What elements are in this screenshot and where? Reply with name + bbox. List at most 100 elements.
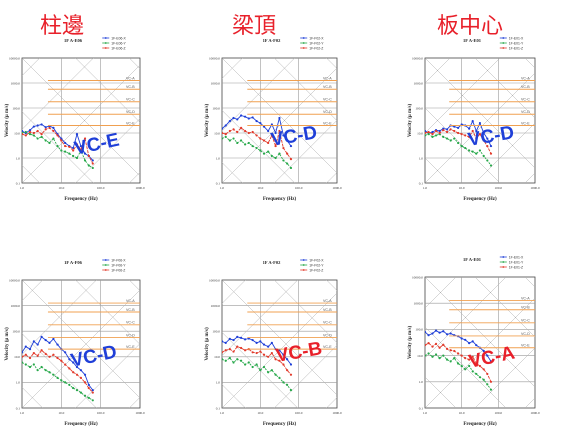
data-point xyxy=(224,133,227,136)
data-point xyxy=(236,118,239,121)
data-point xyxy=(40,135,43,138)
data-point xyxy=(251,365,254,369)
x-tick-label: 100.0 xyxy=(295,186,303,190)
criteria-label: VC-A xyxy=(126,299,135,303)
data-point xyxy=(286,152,289,155)
y-tick-label: 100.0 xyxy=(415,106,423,110)
x-tick-label: 100.0 xyxy=(295,411,303,415)
data-point xyxy=(32,125,35,128)
legend-label: 1F-E01-X xyxy=(509,255,524,259)
data-point xyxy=(79,369,83,372)
legend-label: 1F-F06-Y xyxy=(111,263,126,267)
data-point xyxy=(228,347,231,351)
data-point xyxy=(259,149,262,152)
grid-diagonal xyxy=(22,111,94,183)
data-point xyxy=(475,129,478,133)
data-point xyxy=(468,127,471,130)
data-point xyxy=(236,130,239,134)
data-point xyxy=(243,143,247,146)
grid-diagonal xyxy=(425,376,457,408)
legend-marker xyxy=(104,42,107,44)
data-point xyxy=(40,335,43,338)
data-point xyxy=(442,127,445,130)
data-point xyxy=(232,338,235,342)
data-point xyxy=(449,139,452,142)
data-point xyxy=(278,129,281,133)
plot-grid xyxy=(222,58,337,183)
x-tick-label: 10.0 xyxy=(58,186,64,190)
data-point xyxy=(464,357,467,360)
y-tick-label: 1.0 xyxy=(16,381,21,385)
data-point xyxy=(482,368,485,371)
data-point xyxy=(236,345,239,348)
legend-label: 1F-F06-Z xyxy=(111,268,125,272)
data-point xyxy=(438,331,441,334)
y-tick-label: 100.0 xyxy=(12,106,20,110)
data-point xyxy=(232,137,235,140)
data-point xyxy=(468,135,471,138)
grid-diagonal xyxy=(222,280,246,304)
legend-label: 1F-E06-X xyxy=(111,36,126,40)
legend-marker xyxy=(104,47,107,49)
y-tick-label: 1000.0 xyxy=(11,81,21,85)
data-point xyxy=(449,360,452,363)
plot-frame xyxy=(221,57,338,184)
data-point xyxy=(22,351,24,354)
grid-diagonal xyxy=(474,122,535,183)
data-point xyxy=(247,141,250,145)
data-point xyxy=(425,330,427,334)
data-point xyxy=(28,347,32,351)
data-point xyxy=(431,133,434,136)
data-point xyxy=(56,343,59,346)
data-point xyxy=(489,152,493,155)
y-tick-label: 0.1 xyxy=(419,181,424,185)
data-point xyxy=(40,365,43,369)
data-point xyxy=(68,358,71,361)
y-tick-label: 1.0 xyxy=(216,381,221,385)
data-point xyxy=(471,355,474,358)
y-axis-label: Velocity (μ m/s) xyxy=(408,104,413,138)
legend-label: 1F-E01-Z xyxy=(509,265,523,269)
data-point xyxy=(247,117,250,120)
data-point xyxy=(255,119,258,123)
x-tick-label: 1000.0 xyxy=(530,186,540,190)
data-point xyxy=(289,363,293,366)
data-point xyxy=(72,371,75,374)
legend-label: 1F-F02-Y xyxy=(309,41,324,45)
data-point xyxy=(240,346,243,350)
x-tick-label: 100.0 xyxy=(495,186,503,190)
data-point xyxy=(28,129,32,132)
x-tick-label: 1000.0 xyxy=(530,411,540,415)
data-point xyxy=(222,137,224,140)
data-point xyxy=(270,369,273,372)
grid-diagonal xyxy=(274,58,337,122)
data-point xyxy=(427,352,430,355)
data-point xyxy=(64,363,67,366)
data-point xyxy=(75,373,79,376)
legend-marker xyxy=(104,264,107,266)
data-point xyxy=(270,134,273,137)
data-point xyxy=(247,131,250,135)
criteria-label: VC-D xyxy=(521,332,530,336)
data-point xyxy=(72,386,75,390)
y-tick-label: 1000.0 xyxy=(414,302,424,306)
criteria-label: VC-B xyxy=(126,85,135,89)
data-point xyxy=(457,126,460,129)
data-point xyxy=(32,340,35,343)
data-point xyxy=(427,341,430,345)
data-point xyxy=(228,139,231,142)
grid-diagonal xyxy=(222,331,298,408)
data-point xyxy=(83,137,87,140)
data-point xyxy=(464,146,467,150)
y-tick-label: 1000.0 xyxy=(414,81,424,85)
grid-diagonal xyxy=(425,107,501,183)
data-point xyxy=(471,340,474,343)
data-point xyxy=(87,154,90,158)
data-point xyxy=(64,150,67,153)
plot-grid xyxy=(22,280,140,408)
legend-marker xyxy=(104,269,107,271)
grid-diagonal xyxy=(75,58,140,123)
data-point xyxy=(431,135,434,138)
criteria-label: VC-B xyxy=(521,306,530,310)
data-point xyxy=(457,141,460,145)
